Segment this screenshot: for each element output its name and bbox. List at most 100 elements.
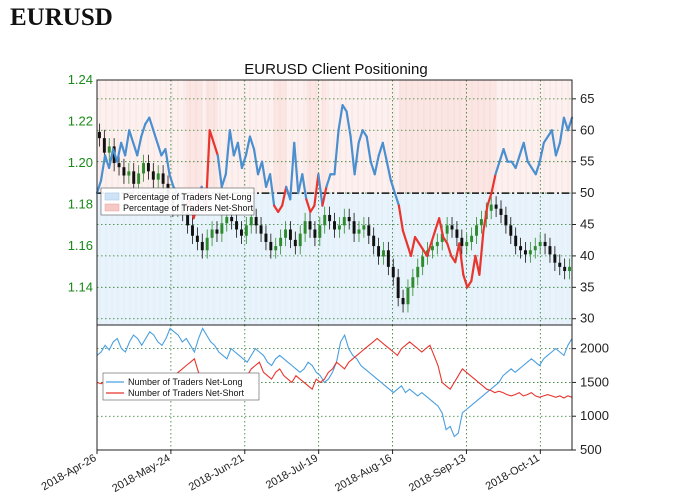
net-short-shade — [253, 80, 259, 194]
candle-body — [107, 146, 111, 153]
candle-body — [430, 246, 434, 251]
net-long-shade — [378, 193, 384, 325]
net-long-shade — [338, 193, 344, 325]
net-long-shade — [253, 193, 259, 325]
candle-body — [450, 225, 454, 230]
net-short-shade — [298, 80, 303, 194]
net-long-shade — [270, 193, 275, 325]
net-short-segment — [208, 129, 215, 144]
net-long-shade — [330, 193, 336, 325]
net-long-shade — [129, 193, 134, 325]
net-long-shade — [410, 193, 416, 325]
net-long-shade — [362, 193, 368, 325]
net-long-segment — [333, 129, 340, 176]
date-axis: 2018-Apr-26 2018-May-24 2018-Jun-21 2018-Ju… — [40, 450, 542, 495]
net-long-shade — [221, 193, 227, 325]
candle-body — [235, 221, 239, 230]
right-axis-tick-label: 30 — [580, 311, 594, 326]
candle-body — [372, 235, 376, 247]
count-axis-tick-label: 500 — [580, 442, 602, 457]
net-short-shade — [366, 80, 372, 194]
net-short-segment — [438, 217, 445, 239]
candle-body — [210, 229, 214, 238]
net-short-shade — [507, 80, 513, 194]
candle-body — [528, 250, 532, 255]
count-axis-tick-label: 2000 — [580, 341, 609, 356]
net-long-segment — [99, 154, 107, 182]
net-long-shade — [539, 193, 545, 325]
candle-body — [117, 163, 121, 168]
net-long-segment — [345, 110, 352, 138]
net-long-shade — [563, 193, 569, 325]
net-long-shade — [443, 193, 448, 325]
net-short-shade — [306, 80, 311, 194]
candle-body — [445, 225, 449, 234]
net-long-segment — [252, 148, 260, 176]
candle-body — [465, 241, 469, 247]
net-short-shade — [141, 80, 146, 194]
legend-box — [102, 372, 260, 401]
net-long-shade — [153, 193, 158, 325]
net-short-shade — [431, 80, 436, 194]
candle-body — [254, 217, 258, 226]
net-short-shade — [262, 80, 267, 194]
candle-body — [440, 233, 444, 242]
net-long-shade — [185, 193, 191, 325]
candle-body — [568, 266, 572, 272]
net-short-shade — [258, 80, 263, 194]
net-short-shade — [105, 80, 110, 194]
candle-body — [151, 171, 155, 180]
net-short-segment — [458, 242, 465, 276]
net-long-shade — [439, 193, 444, 325]
net-short-shade — [495, 80, 501, 194]
net-long-shade — [306, 193, 311, 325]
net-long-segment — [566, 116, 574, 132]
net-short-shade — [362, 80, 368, 194]
net-short-shade — [314, 80, 319, 194]
net-long-shade — [125, 193, 130, 325]
net-long-shade — [286, 193, 291, 325]
candle-body — [470, 235, 474, 242]
net-long-segment — [385, 160, 392, 182]
net-long-shade — [427, 193, 432, 325]
candle-body — [386, 250, 390, 267]
net-long-segment — [550, 129, 557, 157]
net-short-segment — [482, 204, 489, 232]
left-axis-tick-label: 1.22 — [68, 114, 93, 129]
candle-body — [509, 225, 513, 236]
net-short-shade — [503, 80, 509, 194]
net-long-shade — [201, 193, 207, 325]
right-axis-tick-label: 35 — [580, 279, 594, 294]
net-short-shade — [233, 80, 239, 194]
net-long-segment — [107, 148, 115, 170]
candle-body — [406, 287, 410, 305]
net-long-segment — [522, 141, 529, 163]
net-short-shade — [551, 80, 557, 194]
net-long-shade — [402, 193, 408, 325]
net-short-segment — [313, 173, 320, 207]
left-axis-tick-label: 1.24 — [68, 72, 93, 87]
net-short-shade — [145, 80, 150, 194]
net-short-shade — [378, 80, 384, 194]
net-long-shade — [455, 193, 460, 325]
net-short-shade — [467, 80, 472, 194]
net-short-segment — [417, 242, 425, 251]
net-long-segment — [494, 160, 501, 176]
legend-label: Number of Traders Net-Long — [128, 377, 243, 387]
net-long-shade — [137, 193, 142, 325]
net-short-shade — [197, 80, 203, 194]
net-long-shade — [415, 193, 420, 325]
legend-swatch — [104, 192, 120, 201]
net-short-shade — [113, 80, 118, 194]
net-long-shade — [278, 193, 283, 325]
net-short-shade — [294, 80, 299, 194]
net-long-shade — [233, 193, 239, 325]
net-long-segment — [542, 135, 549, 144]
net-long-shade — [161, 193, 167, 325]
net-short-segment — [425, 242, 433, 257]
date-tick-label: 2018-Aug-16 — [333, 452, 394, 494]
net-long-shade — [197, 193, 203, 325]
net-short-segment — [466, 279, 473, 289]
net-short-shade — [427, 80, 432, 194]
net-short-shade — [386, 80, 392, 194]
